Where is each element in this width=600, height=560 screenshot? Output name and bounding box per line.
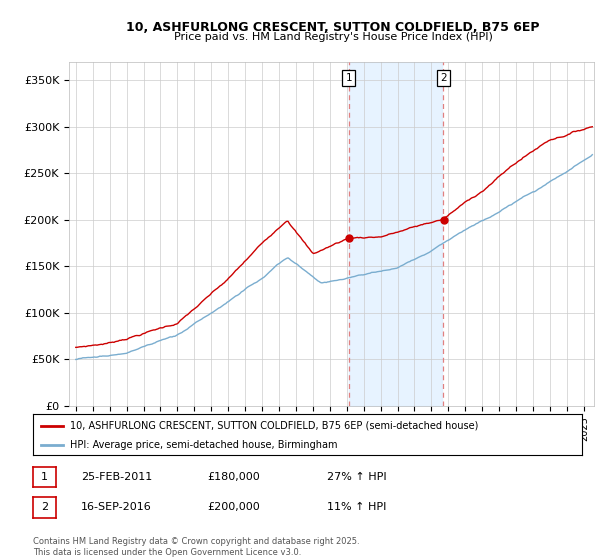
Text: 27% ↑ HPI: 27% ↑ HPI [327, 472, 386, 482]
Text: 10, ASHFURLONG CRESCENT, SUTTON COLDFIELD, B75 6EP (semi-detached house): 10, ASHFURLONG CRESCENT, SUTTON COLDFIEL… [70, 421, 479, 431]
Text: 2: 2 [440, 73, 447, 83]
Text: £180,000: £180,000 [207, 472, 260, 482]
Text: 10, ASHFURLONG CRESCENT, SUTTON COLDFIELD, B75 6EP: 10, ASHFURLONG CRESCENT, SUTTON COLDFIEL… [126, 21, 540, 34]
Text: Price paid vs. HM Land Registry's House Price Index (HPI): Price paid vs. HM Land Registry's House … [173, 32, 493, 43]
Text: 16-SEP-2016: 16-SEP-2016 [81, 502, 152, 512]
Text: 1: 1 [41, 472, 48, 482]
Text: 25-FEB-2011: 25-FEB-2011 [81, 472, 152, 482]
Text: 1: 1 [346, 73, 352, 83]
Text: 2: 2 [41, 502, 48, 512]
Text: 11% ↑ HPI: 11% ↑ HPI [327, 502, 386, 512]
Text: Contains HM Land Registry data © Crown copyright and database right 2025.
This d: Contains HM Land Registry data © Crown c… [33, 537, 359, 557]
Text: HPI: Average price, semi-detached house, Birmingham: HPI: Average price, semi-detached house,… [70, 440, 338, 450]
Text: £200,000: £200,000 [207, 502, 260, 512]
